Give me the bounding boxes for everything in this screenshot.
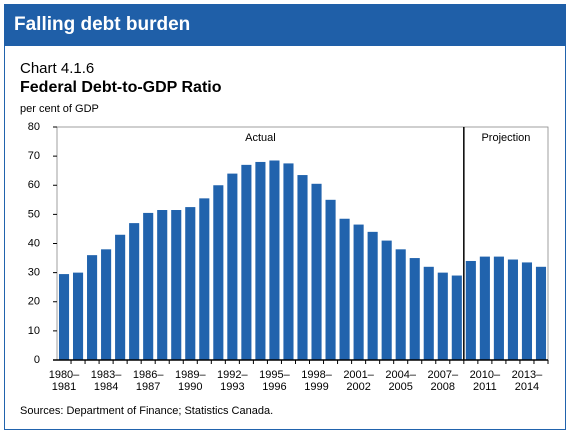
x-tick-label: 1980–1981 bbox=[48, 369, 80, 393]
bar bbox=[129, 223, 140, 360]
source: Sources: Department of Finance; Statisti… bbox=[20, 405, 274, 417]
chart-title: Federal Debt-to-GDP Ratio bbox=[20, 79, 222, 96]
bar bbox=[227, 173, 238, 360]
bar bbox=[493, 256, 504, 360]
bar bbox=[423, 266, 434, 360]
x-tick-label: 2007–2008 bbox=[427, 369, 459, 393]
y-tick-label: 0 bbox=[34, 354, 40, 366]
bar bbox=[339, 218, 350, 360]
bar bbox=[199, 198, 210, 360]
series-annotation: Projection bbox=[481, 132, 530, 144]
bar bbox=[115, 234, 126, 360]
bar bbox=[143, 212, 154, 360]
y-tick-label: 80 bbox=[28, 121, 40, 133]
chart-number: Chart 4.1.6 bbox=[20, 60, 95, 77]
bar bbox=[213, 185, 224, 360]
x-tick-label: 1989–1990 bbox=[174, 369, 206, 393]
x-tick-label: 2004–2005 bbox=[385, 369, 416, 393]
bar bbox=[185, 207, 196, 360]
bar bbox=[87, 255, 98, 360]
x-tick-label: 1998–1999 bbox=[301, 369, 332, 393]
x-tick-label: 2013–2014 bbox=[511, 369, 543, 393]
bar bbox=[535, 266, 547, 360]
bar bbox=[171, 210, 182, 360]
bar bbox=[507, 259, 518, 360]
series-annotation: Actual bbox=[245, 132, 276, 144]
bar bbox=[101, 249, 112, 360]
bar bbox=[157, 210, 168, 360]
bar bbox=[72, 272, 84, 360]
bar bbox=[395, 249, 406, 360]
bar bbox=[255, 161, 266, 360]
y-tick-label: 50 bbox=[28, 208, 40, 220]
bar bbox=[367, 231, 378, 360]
x-tick-label: 1986–1987 bbox=[132, 369, 164, 393]
y-tick-label: 10 bbox=[28, 325, 40, 337]
bar bbox=[465, 260, 476, 360]
x-tick-label: 2001–2002 bbox=[343, 369, 374, 393]
y-tick-label: 30 bbox=[28, 267, 40, 279]
bar bbox=[381, 240, 392, 360]
bar bbox=[479, 256, 490, 360]
bar bbox=[437, 272, 448, 360]
x-tick-label: 1992–1993 bbox=[217, 369, 248, 393]
header: Falling debt burden bbox=[4, 4, 566, 46]
bar bbox=[409, 258, 420, 360]
bar bbox=[297, 175, 308, 360]
x-tick-label: 1995–1996 bbox=[259, 369, 290, 393]
y-tick-label: 70 bbox=[28, 150, 40, 162]
bar bbox=[311, 183, 322, 360]
bar bbox=[58, 274, 70, 360]
bar bbox=[353, 224, 364, 360]
y-tick-label: 60 bbox=[28, 179, 40, 191]
y-tick-label: 40 bbox=[28, 237, 40, 249]
bar bbox=[325, 199, 336, 360]
x-tick-label: 1983–1984 bbox=[90, 369, 122, 393]
bar bbox=[241, 164, 252, 360]
bar bbox=[283, 163, 294, 360]
y-tick-label: 20 bbox=[28, 296, 40, 308]
bar bbox=[521, 262, 533, 360]
x-tick-label: 2010–2011 bbox=[469, 369, 501, 393]
y-axis-label: per cent of GDP bbox=[20, 103, 99, 115]
bar bbox=[451, 275, 462, 360]
bar bbox=[269, 160, 280, 360]
